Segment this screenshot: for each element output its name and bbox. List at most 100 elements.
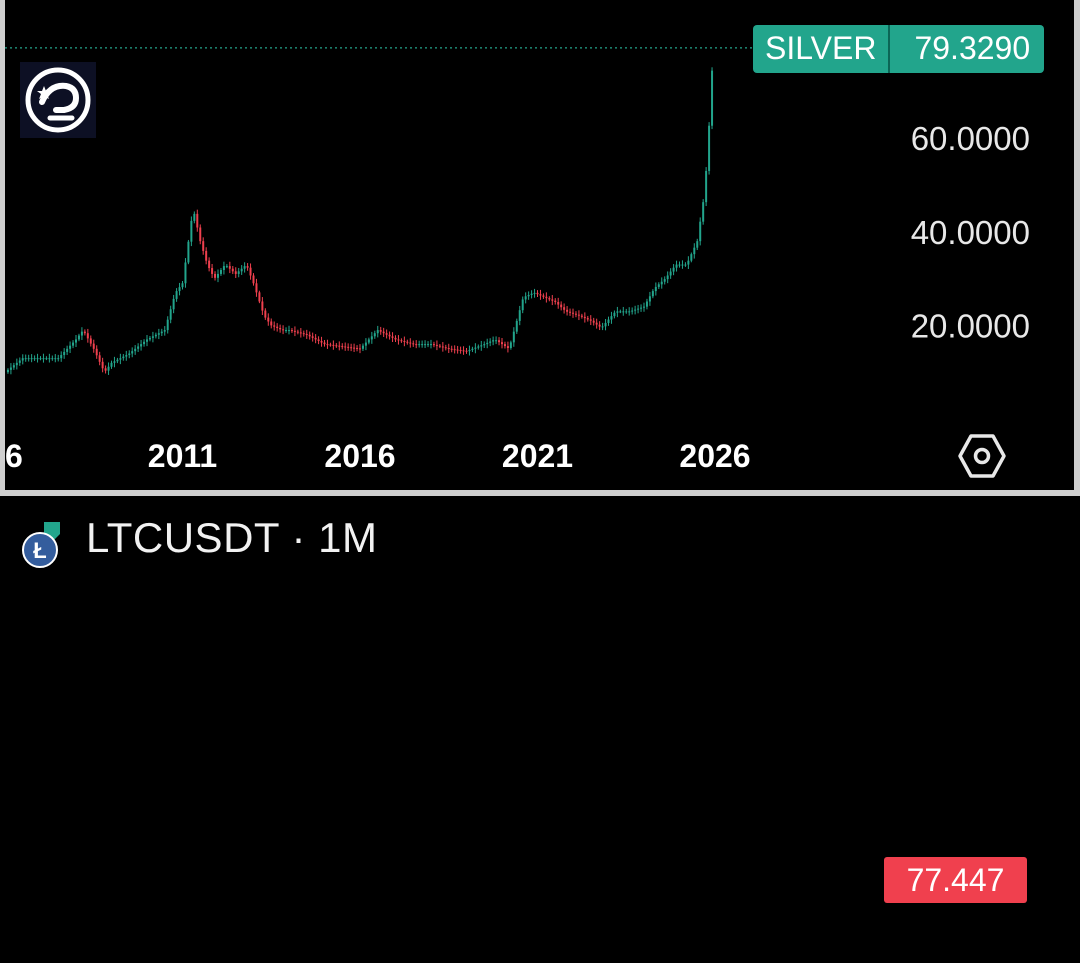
silver-candle [326, 344, 329, 346]
silver-candle [21, 358, 24, 361]
silver-candle [424, 344, 427, 346]
silver-candle [219, 270, 222, 274]
silver-candle [382, 331, 385, 334]
silver-candle [397, 339, 400, 341]
silver-candle [628, 311, 631, 313]
silver-candle [196, 213, 199, 228]
silver-candle [66, 348, 69, 352]
silver-candle [42, 358, 45, 360]
ltc-last-price-badge: 77.447 [884, 857, 1027, 903]
site-logo-icon [20, 62, 96, 138]
pane-divider[interactable] [0, 490, 1080, 496]
silver-chart-panel[interactable]: 60.0000 40.0000 20.0000 06 2011 2016 2021 2026… [0, 0, 1080, 490]
silver-candle [181, 283, 184, 288]
silver-candle [400, 340, 403, 342]
silver-candle [128, 353, 131, 356]
silver-candle [406, 341, 409, 343]
silver-candle [391, 336, 394, 338]
silver-candle [415, 344, 418, 346]
silver-candle [202, 241, 205, 251]
silver-candle [435, 344, 438, 346]
silver-candle [134, 348, 137, 352]
silver-candle [163, 330, 166, 332]
silver-candle [495, 340, 498, 342]
silver-candle [643, 306, 645, 308]
silver-candle [335, 345, 338, 347]
silver-x-tick-label: 2011 [148, 438, 217, 474]
silver-candle [663, 279, 666, 282]
silver-candle [521, 299, 524, 311]
silver-candle [370, 336, 373, 340]
silver-candle [45, 358, 48, 360]
silver-candle [412, 343, 415, 345]
silver-candle [24, 358, 27, 360]
ltc-chart-panel[interactable]: 300.000200.000100.000 Ł LTCUSDT · 1M 77.… [0, 64, 1080, 958]
silver-candle [651, 291, 654, 297]
silver-candle [427, 344, 430, 346]
silver-candle [184, 262, 187, 284]
silver-candle [101, 361, 104, 369]
silver-candle [137, 346, 140, 349]
silver-chart[interactable]: 60.0000 40.0000 20.0000 06 2011 2016 2021 2026 [0, 0, 1080, 490]
silver-candle [140, 344, 143, 347]
silver-candle [480, 345, 483, 347]
silver-candle [637, 308, 640, 310]
silver-candle [214, 273, 217, 278]
silver-candle [441, 346, 444, 348]
silver-candle [143, 341, 146, 345]
silver-candle [524, 296, 527, 300]
silver-candle [548, 298, 551, 300]
litecoin-icon: Ł [22, 522, 62, 568]
silver-candle [299, 332, 302, 334]
silver-candle [684, 264, 687, 266]
silver-candle [54, 358, 57, 360]
silver-candle [432, 344, 435, 346]
silver-candle [711, 70, 714, 126]
silver-candle [125, 355, 128, 357]
silver-candle [367, 339, 370, 343]
silver-candle [498, 340, 501, 343]
silver-candle [572, 312, 574, 314]
silver-candle [302, 333, 305, 335]
silver-candle [462, 350, 465, 352]
silver-candle [122, 356, 125, 359]
silver-candle [323, 342, 326, 345]
silver-candle [394, 337, 397, 340]
silver-candle [175, 291, 178, 299]
silver-candle [705, 170, 708, 203]
silver-candle [509, 342, 512, 349]
silver-candle [332, 344, 335, 346]
silver-candle [264, 310, 267, 318]
silver-x-tick-label: 2021 [502, 438, 573, 474]
silver-candle [489, 341, 492, 343]
silver-candle [350, 347, 353, 349]
silver-candle [347, 346, 350, 348]
silver-candle [243, 266, 246, 269]
silver-candle [72, 342, 75, 346]
silver-candle [533, 292, 536, 294]
silver-candle [376, 330, 379, 334]
silver-price-badge: SILVER 79.3290 [753, 25, 1045, 73]
silver-candle [9, 367, 12, 370]
silver-candle [421, 344, 424, 346]
silver-candle [583, 316, 586, 319]
silver-candle [361, 345, 364, 349]
silver-candle [89, 338, 92, 344]
silver-candle [279, 328, 282, 330]
silver-candle [545, 296, 548, 299]
silver-candle [172, 298, 175, 310]
silver-candle [542, 295, 545, 297]
silver-candle [530, 293, 533, 295]
silver-candle [131, 351, 134, 354]
silver-candle [385, 333, 388, 335]
silver-candle [234, 271, 237, 274]
silver-candle [311, 336, 314, 338]
settings-hexagon-icon[interactable] [958, 433, 1006, 479]
silver-candle [503, 344, 506, 347]
silver-candle [314, 337, 317, 340]
silver-candle [450, 348, 453, 350]
silver-candle [506, 346, 509, 349]
silver-candle [456, 349, 459, 351]
silver-candle [30, 358, 33, 360]
silver-candle [296, 331, 299, 333]
